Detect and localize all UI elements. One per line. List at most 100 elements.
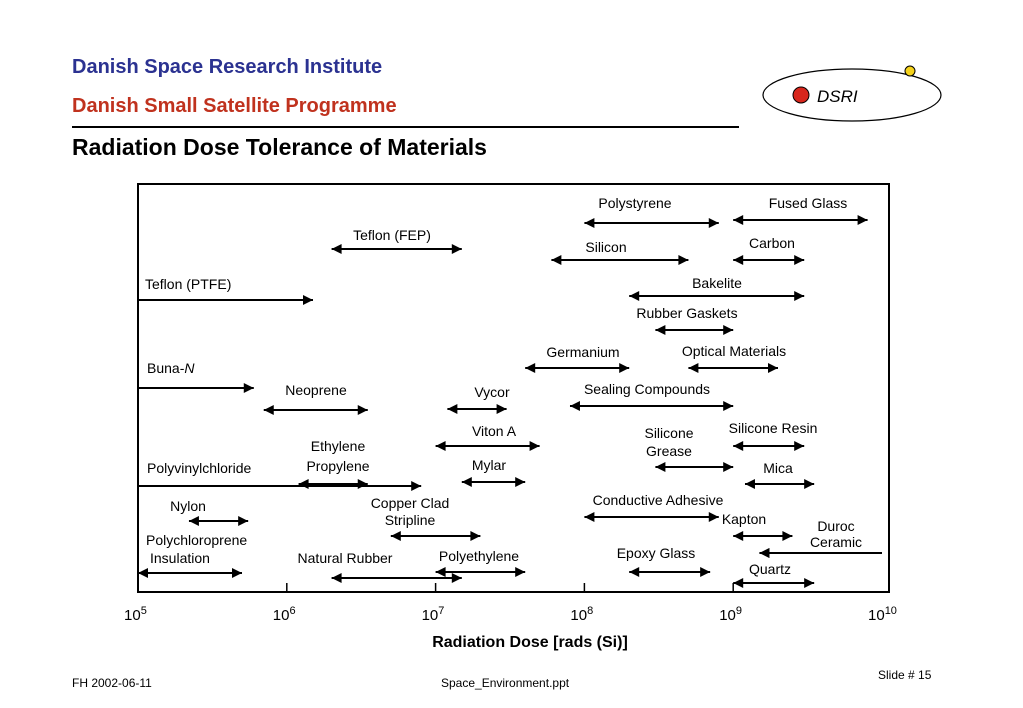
footer-filename: Space_Environment.ppt — [441, 676, 570, 690]
material-range: Ethylene Propylene — [298, 438, 370, 485]
material-label: Fused Glass — [769, 195, 848, 211]
material-label: Teflon (PTFE) — [145, 276, 231, 292]
x-tick-label: 108 — [570, 605, 593, 624]
programme-name: Danish Small Satellite Programme — [72, 95, 397, 117]
range-start-arrowhead — [744, 479, 755, 489]
material-range: Silicone Grease — [644, 425, 734, 468]
range-end-arrowhead — [619, 363, 630, 373]
range-end-arrowhead — [451, 573, 462, 583]
material-label: Buna-N — [147, 360, 195, 376]
material-label: Polychloroprene Insulation — [146, 532, 247, 566]
material-label: Natural Rubber — [298, 550, 393, 566]
range-start-arrowhead — [733, 441, 744, 451]
range-end-arrowhead — [723, 401, 734, 411]
material-range: Germanium — [525, 344, 630, 369]
material-label: Vycor — [474, 384, 510, 400]
x-tick-label: 1010 — [868, 605, 897, 624]
range-end-arrowhead — [238, 516, 249, 526]
material-range: Epoxy Glass — [617, 545, 711, 573]
material-range: Viton A — [435, 423, 540, 447]
range-end-arrowhead — [515, 567, 526, 577]
material-label: Optical Materials — [682, 343, 786, 359]
range-start-arrowhead — [629, 291, 640, 301]
material-label: Ethylene Propylene — [306, 438, 369, 474]
range-end-arrowhead — [243, 383, 254, 393]
range-end-arrowhead — [794, 441, 805, 451]
material-label: Viton A — [472, 423, 517, 439]
footer-date: FH 2002-06-11 — [72, 676, 152, 690]
material-label: Mylar — [472, 457, 507, 473]
material-range: Teflon (PTFE) — [138, 276, 314, 301]
material-range: Neoprene — [263, 382, 368, 411]
material-range: Quartz — [733, 561, 815, 584]
range-start-arrowhead — [435, 567, 446, 577]
material-label: Polyethylene — [439, 548, 519, 564]
material-range: Silicone Resin — [729, 420, 817, 447]
range-end-arrowhead — [529, 441, 540, 451]
range-start-arrowhead — [733, 531, 744, 541]
header-divider — [72, 126, 739, 128]
range-end-arrowhead — [303, 295, 314, 305]
range-end-arrowhead — [767, 363, 778, 373]
range-start-arrowhead — [629, 567, 640, 577]
range-end-arrowhead — [794, 255, 805, 265]
x-tick-label: 107 — [422, 605, 445, 624]
range-start-arrowhead — [138, 568, 148, 578]
range-start-arrowhead — [331, 573, 342, 583]
range-end-arrowhead — [782, 531, 793, 541]
material-range: Mica — [744, 460, 815, 485]
range-end-arrowhead — [804, 578, 815, 588]
range-start-arrowhead — [188, 516, 199, 526]
material-range: Optical Materials — [682, 343, 786, 369]
material-range: Teflon (FEP) — [331, 227, 462, 250]
range-end-arrowhead — [708, 512, 719, 522]
range-start-arrowhead — [733, 255, 744, 265]
material-range: Kapton — [722, 511, 793, 537]
material-label: Copper Clad Stripline — [371, 495, 450, 528]
logo-orbit — [762, 68, 942, 122]
range-start-arrowhead — [584, 218, 595, 228]
slide-title: Radiation Dose Tolerance of Materials — [72, 134, 487, 160]
range-end-arrowhead — [515, 477, 526, 487]
material-range: Polyethylene — [435, 548, 526, 573]
material-label: Silicon — [585, 239, 626, 255]
range-start-arrowhead — [390, 531, 401, 541]
range-end-arrowhead — [357, 405, 368, 415]
logo-text: DSRI — [817, 87, 858, 106]
range-start-arrowhead — [733, 578, 744, 588]
material-range: Mylar — [461, 457, 526, 483]
material-label: Polystyrene — [598, 195, 671, 211]
material-range: Nylon — [170, 498, 249, 522]
logo-yellow-dot-icon — [904, 65, 916, 77]
range-start-arrowhead — [688, 363, 699, 373]
range-end-arrowhead — [708, 218, 719, 228]
material-label: Sealing Compounds — [584, 381, 710, 397]
material-label: Bakelite — [692, 275, 742, 291]
material-range: Rubber Gaskets — [636, 305, 738, 331]
material-range: Carbon — [733, 235, 805, 261]
range-end-arrowhead — [357, 479, 368, 489]
range-end-arrowhead — [857, 215, 868, 225]
material-range: Silicon — [551, 239, 689, 261]
material-label: Epoxy Glass — [617, 545, 696, 561]
material-range: Fused Glass — [733, 195, 868, 221]
range-start-arrowhead — [461, 477, 472, 487]
range-start-arrowhead — [759, 548, 770, 558]
material-range: Conductive Adhesive — [584, 492, 724, 518]
material-label: Germanium — [546, 344, 619, 360]
material-range: Sealing Compounds — [569, 381, 734, 407]
institute-name: Danish Space Research Institute — [72, 56, 383, 78]
range-end-arrowhead — [804, 479, 815, 489]
range-start-arrowhead — [331, 244, 342, 254]
material-label: Quartz — [749, 561, 791, 577]
range-end-arrowhead — [451, 244, 462, 254]
range-start-arrowhead — [263, 405, 274, 415]
x-tick-label: 106 — [273, 605, 296, 624]
x-axis-label: Radiation Dose [rads (Si)] — [432, 634, 628, 651]
range-end-arrowhead — [678, 255, 689, 265]
range-start-arrowhead — [584, 512, 595, 522]
material-range: Bakelite — [629, 275, 805, 297]
range-end-arrowhead — [723, 462, 734, 472]
range-start-arrowhead — [551, 255, 562, 265]
